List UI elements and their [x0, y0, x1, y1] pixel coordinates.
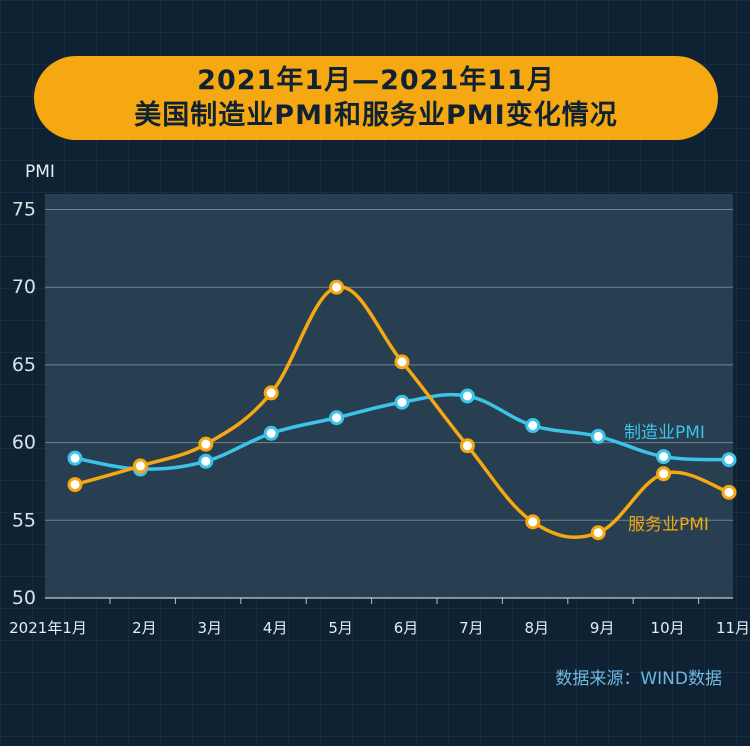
x-tick-label: 5月: [328, 619, 353, 637]
y-tick-label-65: 65: [12, 354, 36, 376]
services-pmi-point: [721, 484, 737, 500]
y-axis-title: PMI: [25, 162, 55, 182]
manufacturing-pmi-point: [329, 410, 345, 426]
services-pmi-point: [67, 477, 83, 493]
x-tick-label: 3月: [198, 619, 223, 637]
title-line-2: 美国制造业PMI和服务业PMI变化情况: [134, 100, 618, 131]
services-pmi-point: [132, 458, 148, 474]
services-pmi-point: [590, 525, 606, 541]
x-tick-label: 9月: [590, 619, 615, 637]
y-tick-label-75: 75: [12, 199, 36, 221]
y-tick-label-55: 55: [12, 509, 36, 531]
x-tick-label: 2月: [132, 619, 157, 637]
x-tick-label: 7月: [459, 619, 484, 637]
manufacturing-pmi-point: [198, 453, 214, 469]
manufacturing-pmi-point: [525, 418, 541, 434]
manufacturing-pmi-point: [67, 450, 83, 466]
services-pmi-label: 服务业PMI: [628, 515, 709, 535]
manufacturing-pmi-point: [590, 428, 606, 444]
title-line-1: 2021年1月—2021年11月: [197, 65, 555, 96]
services-pmi-point: [394, 354, 410, 370]
title-banner: 2021年1月—2021年11月 美国制造业PMI和服务业PMI变化情况: [34, 56, 718, 140]
manufacturing-pmi-point: [263, 425, 279, 441]
x-tick-label: 8月: [525, 619, 550, 637]
plot-area: [45, 194, 733, 598]
data-source: 数据来源：WIND数据: [555, 669, 722, 689]
services-pmi-point: [525, 514, 541, 530]
manufacturing-pmi-point: [394, 394, 410, 410]
manufacturing-pmi-point: [656, 449, 672, 465]
services-pmi-point: [329, 279, 345, 295]
x-tick-label: 11月: [716, 619, 750, 637]
x-tick-label: 4月: [263, 619, 288, 637]
x-tick-label: 10月: [651, 619, 685, 637]
services-pmi-point: [198, 436, 214, 452]
manufacturing-pmi-point: [459, 388, 475, 404]
x-tick-label: 2021年1月: [9, 619, 87, 637]
manufacturing-pmi-point: [721, 452, 737, 468]
services-pmi-point: [656, 466, 672, 482]
y-tick-label-70: 70: [12, 276, 36, 298]
y-tick-label-60: 60: [12, 432, 36, 454]
services-pmi-point: [263, 385, 279, 401]
manufacturing-pmi-label: 制造业PMI: [624, 423, 705, 443]
x-tick-label: 6月: [394, 619, 419, 637]
y-tick-label-50: 50: [12, 587, 36, 609]
services-pmi-point: [459, 438, 475, 454]
